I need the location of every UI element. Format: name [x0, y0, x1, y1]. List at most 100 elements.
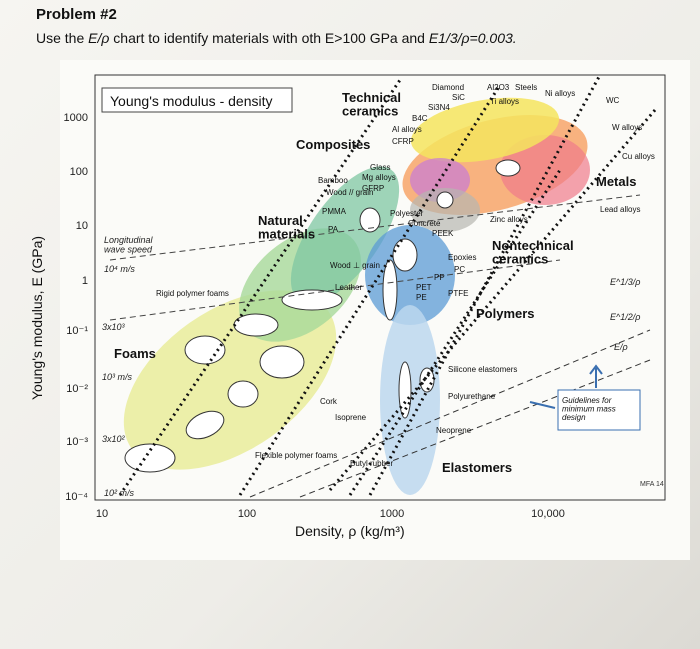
material-label: Mg alloys	[362, 173, 396, 182]
oval	[495, 159, 521, 177]
guide-label: E/ρ	[614, 342, 628, 352]
oval	[436, 191, 454, 209]
guidelines-box	[557, 389, 641, 431]
material-label: PET	[416, 283, 432, 292]
guidelines-note: Guidelines for minimum mass design	[562, 396, 616, 422]
oval	[185, 410, 225, 440]
material-label: PMMA	[322, 207, 347, 216]
material-label: CFRP	[392, 137, 414, 146]
material-label: PA	[328, 225, 339, 234]
material-label: Polyurethane	[448, 392, 496, 401]
guideline-dotted	[348, 169, 562, 496]
group-labels: Technical ceramics Composites Natural mate…	[114, 90, 636, 475]
material-label: Silicone elastomers	[448, 365, 517, 374]
material-label: PTFE	[448, 289, 468, 298]
y-tick: 10⁻¹	[66, 325, 88, 337]
material-label: WC	[606, 96, 620, 105]
oval	[392, 238, 418, 272]
material-label: Al alloys	[392, 125, 422, 134]
question-pre: Use the	[36, 30, 89, 46]
material-label: Polyester	[390, 209, 424, 218]
oval	[184, 335, 226, 365]
guide-dashed	[109, 194, 641, 261]
y-tick: 10	[76, 220, 88, 232]
question-mid: chart to identify materials with oth E>1…	[109, 30, 429, 46]
ceramics-envelope	[410, 97, 560, 163]
question-ratio-2: E1/3/ρ=0.003.	[428, 30, 517, 46]
material-label: PEEK	[432, 229, 454, 238]
material-label: Cork	[320, 397, 338, 406]
guideline-dotted	[368, 74, 602, 496]
x-tick: 10	[96, 508, 108, 520]
material-labels: Diamond SiC Si3N4 Al2O3 Steels Ti alloys…	[156, 83, 655, 468]
oval	[124, 443, 176, 473]
oval	[382, 259, 398, 321]
y-tick: 10⁻²	[66, 383, 88, 395]
annotation-speed: 3x10³	[102, 322, 126, 332]
material-label: Ti alloys	[490, 97, 519, 106]
guide-dashed	[109, 259, 561, 321]
material-label: Ni alloys	[545, 89, 575, 98]
y-tick: 1000	[64, 112, 88, 124]
group-elastomers: Elastomers	[442, 460, 512, 475]
material-label: Concrete	[408, 219, 441, 228]
x-tick: 100	[238, 508, 256, 520]
material-label: Butyl rubber	[350, 459, 393, 468]
guideline-arrow-icon	[529, 401, 556, 409]
annotation-speed: 10³ m/s	[102, 372, 133, 382]
guide-label: E^1/2/ρ	[610, 312, 640, 322]
annotation-speed: 10⁴ m/s	[104, 264, 135, 274]
chart-title-box	[101, 87, 293, 113]
chart-paper	[60, 60, 690, 560]
material-label: Lead alloys	[600, 205, 640, 214]
chart-title: Young's modulus - density	[110, 93, 272, 109]
material-label: Steels	[515, 83, 537, 92]
material-label: Bamboo	[318, 176, 348, 185]
material-label: Isoprene	[335, 413, 367, 422]
x-axis-label: Density, ρ (kg/m³)	[295, 523, 405, 539]
natural-envelope-2	[290, 166, 400, 304]
y-tick: 10⁻⁴	[65, 491, 88, 503]
oval	[419, 367, 435, 393]
y-tick: 100	[70, 166, 88, 178]
credit: MFA 14	[640, 481, 664, 488]
oval	[398, 361, 412, 419]
material-label: B4C	[412, 114, 428, 123]
y-axis-ticks: 1000 100 10 1 10⁻¹ 10⁻² 10⁻³ 10⁻⁴	[64, 112, 89, 503]
material-label: Wood ⊥ grain	[330, 261, 380, 270]
annotations: Longitudinal wave speed 10⁴ m/s 3x10³ 10³…	[102, 235, 640, 498]
y-tick: 10⁻³	[66, 436, 88, 448]
group-nontechnical-ceramics: Nontechnical ceramics	[492, 238, 574, 267]
material-label: Neoprene	[436, 426, 472, 435]
x-tick: 1000	[380, 508, 404, 520]
material-label: Si3N4	[428, 103, 450, 112]
y-tick: 1	[82, 275, 88, 287]
material-label: PP	[434, 273, 445, 282]
problem-title: Problem #2	[36, 6, 117, 23]
material-label: Wood // grain	[326, 188, 373, 197]
group-foams: Foams	[114, 346, 156, 361]
oval	[233, 313, 279, 337]
annotation-speed: 10² m/s	[104, 488, 135, 498]
question-ratio-1: E/ρ	[88, 30, 110, 46]
material-label: Rigid polymer foams	[156, 289, 229, 298]
oval	[259, 345, 305, 379]
material-label: GFRP	[362, 184, 384, 193]
material-label: Diamond	[432, 83, 464, 92]
group-technical-ceramics: Technical ceramics	[342, 90, 401, 119]
material-label: W alloys	[612, 123, 642, 132]
nontech-envelope	[410, 188, 480, 232]
plot-frame	[94, 74, 666, 501]
oval	[359, 207, 381, 233]
material-label: PC	[454, 265, 465, 274]
annotation-speed: 3x10²	[102, 434, 126, 444]
x-axis-ticks: 10 100 1000 10,000	[96, 508, 565, 520]
material-label: PE	[416, 293, 427, 302]
oval	[227, 380, 259, 408]
annotation-wave-speed: Longitudinal wave speed	[104, 235, 154, 254]
guide-dashed	[249, 329, 651, 498]
group-polymers: Polymers	[476, 306, 535, 321]
material-label: Epoxies	[448, 253, 476, 262]
guide-dashed	[299, 359, 651, 498]
